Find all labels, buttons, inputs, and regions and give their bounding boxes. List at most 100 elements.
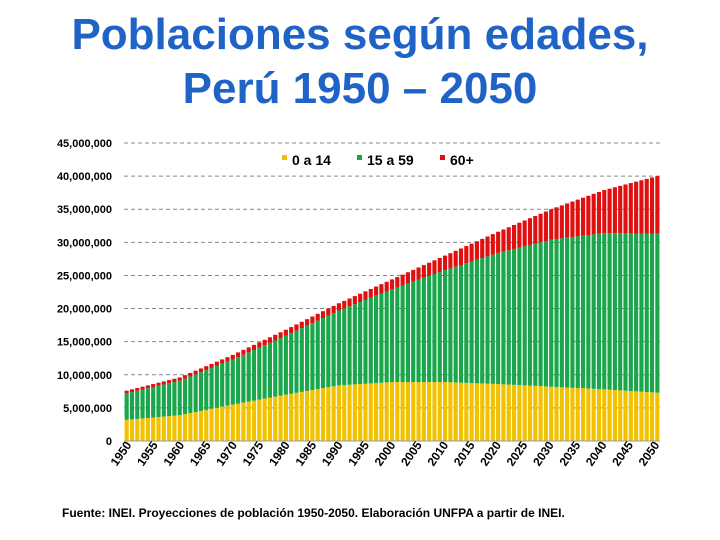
bar-segment	[480, 238, 485, 259]
bar-segment	[586, 388, 591, 441]
bar-segment	[628, 233, 633, 392]
bar-segment	[607, 233, 612, 390]
bar-segment	[427, 275, 432, 383]
bar-segment	[193, 374, 198, 412]
bar-segment	[379, 382, 384, 441]
bar-segment	[543, 211, 548, 242]
bar-segment	[161, 416, 166, 441]
bar-segment	[246, 401, 251, 441]
bar-segment	[374, 383, 379, 441]
bar-segment	[384, 291, 389, 383]
bar-segment	[549, 209, 554, 240]
bar-segment	[416, 267, 421, 280]
bar-segment	[251, 350, 257, 401]
bar-segment	[172, 378, 177, 382]
bar-segment	[458, 382, 464, 441]
bar-segment	[305, 319, 310, 326]
bar-segment	[623, 233, 628, 391]
bar-segment	[384, 281, 389, 292]
bar-segment	[453, 250, 458, 267]
bar-segment	[649, 392, 655, 441]
bar-segment	[273, 340, 278, 397]
bar-segment	[241, 354, 246, 403]
bar-segment	[389, 279, 395, 290]
bar-segment	[522, 385, 527, 441]
y-tick-label: 35,000,000	[57, 204, 112, 216]
bar-segment	[655, 392, 660, 441]
bar-segment	[517, 385, 522, 441]
bar-segment	[246, 347, 251, 353]
bar-segment	[204, 409, 209, 441]
bar-segment	[336, 385, 342, 441]
y-tick-label: 45,000,000	[57, 138, 112, 150]
x-tick-label: 1975	[240, 438, 267, 468]
bar-segment	[204, 370, 209, 410]
bar-segment	[379, 284, 384, 294]
bar-segment	[480, 383, 485, 441]
bar-segment	[299, 321, 304, 329]
bar-segment	[251, 344, 257, 351]
y-tick-label: 10,000,000	[57, 370, 112, 382]
bar-segment	[172, 415, 177, 441]
bar-segment	[395, 287, 400, 383]
y-axis: 0 5,000,000 10,000,000 15,000,000 20,000,000…	[57, 138, 112, 448]
bar-segment	[511, 384, 517, 441]
bar-segment	[368, 383, 373, 441]
bar-segment	[352, 304, 357, 385]
bar-segment	[427, 262, 432, 276]
bar-segment	[156, 417, 161, 441]
bar-segment	[538, 386, 543, 441]
bar-segment	[124, 390, 129, 394]
x-tick-label: 2030	[530, 438, 557, 468]
x-tick-label: 1995	[345, 438, 372, 468]
legend: 0 a 14 15 a 59 60+	[282, 152, 474, 168]
bar-segment	[368, 288, 373, 298]
bar-segment	[559, 238, 564, 388]
bar-segment	[379, 293, 384, 383]
bar-segment	[453, 382, 458, 441]
bar-segment	[320, 388, 326, 441]
bar-segment	[464, 382, 469, 441]
bar-segment	[395, 277, 400, 288]
x-tick-label: 2005	[398, 438, 425, 468]
bar-segment	[570, 387, 575, 441]
bar-segment	[543, 241, 548, 387]
bar-segment	[289, 393, 294, 441]
bar-segment	[236, 403, 241, 441]
bar-segment	[639, 233, 644, 392]
bar-segment	[575, 388, 580, 441]
bar-segment	[575, 236, 580, 389]
bar-segment	[331, 313, 336, 387]
bar-segment	[331, 305, 336, 314]
x-tick-label: 1980	[266, 438, 293, 468]
bar-segment	[411, 281, 416, 383]
bar-segment	[618, 233, 623, 391]
bar-segment	[172, 381, 177, 416]
bar-segment	[458, 264, 464, 383]
bar-segment	[448, 253, 453, 269]
x-tick-label: 2015	[451, 438, 478, 468]
bar-segment	[320, 311, 326, 319]
bar-segment	[469, 261, 474, 384]
bar-segment	[167, 380, 172, 384]
bar-segment	[485, 256, 490, 384]
bar-segment	[655, 233, 660, 393]
bar-segment	[209, 408, 214, 441]
bar-segment	[193, 370, 198, 375]
legend-swatch	[282, 155, 287, 160]
bar-segment	[278, 332, 283, 339]
bar-segment	[405, 283, 410, 383]
bar-segment	[198, 368, 204, 373]
bar-segment	[177, 380, 182, 416]
bar-segment	[267, 397, 273, 441]
bar-segment	[246, 352, 251, 402]
bar-segment	[618, 390, 623, 441]
bar-segment	[257, 399, 262, 441]
bar-segment	[283, 394, 288, 441]
bar-segment	[469, 383, 474, 441]
bar-segment	[490, 254, 495, 384]
bar-segment	[299, 328, 304, 392]
bar-segment	[151, 384, 156, 388]
bar-segment	[177, 377, 182, 381]
bar-segment	[565, 203, 570, 238]
